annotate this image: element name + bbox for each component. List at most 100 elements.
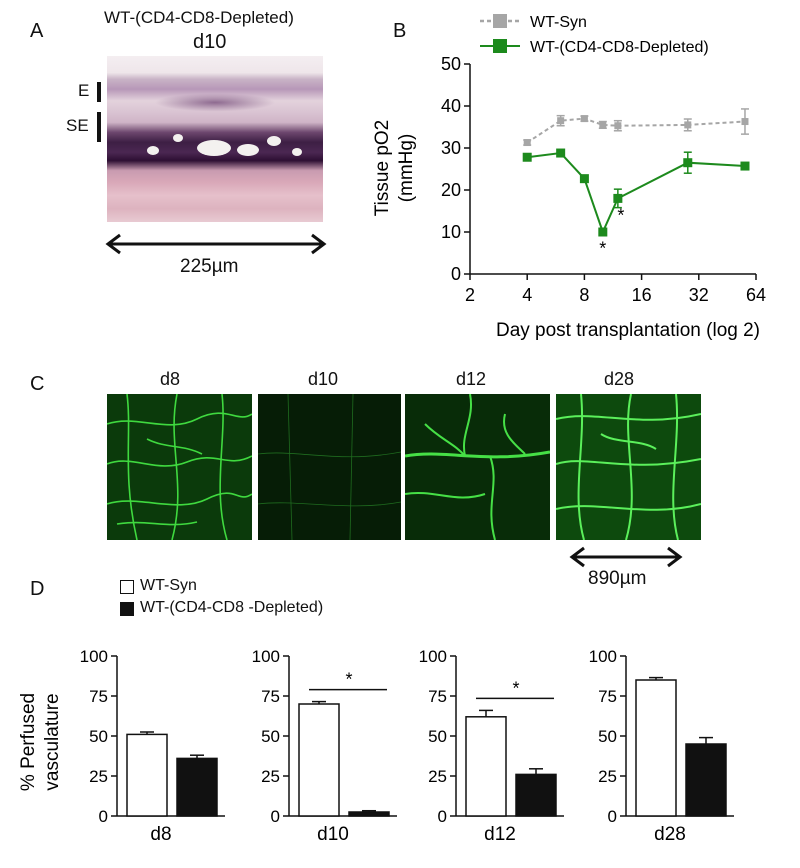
bar-y-tick-label: 100: [589, 647, 617, 666]
legend-d-depleted-label: WT-(CD4-CD8 -Depleted): [140, 599, 324, 616]
significance-star: *: [599, 239, 606, 259]
vasculature-image-d28: [556, 394, 701, 540]
data-point: [614, 122, 622, 130]
x-tick-label: 32: [689, 285, 709, 305]
layer-label-se: SE: [66, 116, 89, 135]
bar-y-tick-label: 50: [428, 727, 447, 746]
panel-c-scale-arrow: [569, 546, 683, 568]
legend-depleted: WT-(CD4-CD8-Depleted): [480, 39, 709, 56]
y-tick-label: 0: [451, 264, 461, 284]
bar-y-tick-label: 0: [608, 807, 617, 826]
panel-a-day: d10: [193, 31, 227, 53]
bar-y-tick-label: 50: [261, 727, 280, 746]
bar-y-title-line1: % Perfused: [18, 693, 39, 791]
bar-y-tick-label: 25: [261, 767, 280, 786]
bar-y-tick-label: 75: [598, 687, 617, 706]
vasculature-image-d8: [107, 394, 252, 540]
bar-category-label: d28: [654, 824, 686, 845]
y-tick-label: 50: [441, 54, 461, 74]
bar-chart-d28: 0 25 50 75 100 d28: [589, 647, 734, 845]
x-axis-title: Day post transplantation (log 2): [496, 320, 760, 341]
bar-category-label: d10: [317, 824, 349, 845]
y-tick-label: 20: [441, 180, 461, 200]
panel-a-scale-label: 225µm: [180, 256, 239, 277]
bar-y-tick-label: 75: [428, 687, 447, 706]
data-point: [683, 158, 693, 168]
vasculature-d28-label: d28: [604, 369, 635, 389]
y-tick-label: 30: [441, 138, 461, 158]
layer-label-e: E: [78, 81, 90, 100]
bar-depleted: [515, 773, 557, 817]
vasculature-d12-label: d12: [456, 369, 487, 389]
legend-d-syn-label: WT-Syn: [140, 577, 197, 594]
series-syn: [523, 108, 749, 147]
bar-y-tick-label: 75: [89, 687, 108, 706]
bar-syn: [298, 703, 340, 817]
data-point: [557, 117, 565, 125]
bar-charts: % Perfused vasculature 0 25 50 75 100 d8 0 25 50…: [18, 647, 734, 845]
bar-y-tick-label: 100: [419, 647, 447, 666]
bar-y-tick-label: 25: [89, 767, 108, 786]
series-depleted: [522, 148, 750, 237]
significance-star: *: [345, 670, 352, 690]
line-chart: WT-Syn WT-(CD4-CD8-Depleted) 0 10 20 30 40 50…: [372, 14, 766, 341]
legend-syn: WT-Syn: [480, 14, 587, 31]
bar-y-title-line2: vasculature: [42, 693, 63, 790]
bar-y-tick-label: 100: [252, 647, 280, 666]
bar-y-tick-label: 25: [598, 767, 617, 786]
data-point: [522, 152, 532, 162]
bar-y-tick-label: 0: [99, 807, 108, 826]
bar-syn: [635, 679, 677, 817]
legend-syn-swatch: [120, 580, 134, 594]
legend-depleted-swatch: [120, 602, 134, 616]
bar-y-tick-label: 0: [438, 807, 447, 826]
layer-bar-e: [97, 82, 101, 102]
data-point: [556, 148, 566, 158]
bar-depleted: [685, 743, 727, 817]
bar-category-label: d12: [484, 824, 516, 845]
data-point: [580, 115, 588, 123]
panel-d-letter: D: [30, 578, 45, 600]
bar-category-label: d8: [150, 824, 171, 845]
series-line: [527, 151, 746, 235]
bar-chart-d12: 0 25 50 75 100 * d12: [419, 647, 564, 845]
bar-y-tick-label: 50: [598, 727, 617, 746]
data-point: [741, 118, 749, 126]
panel-a-title: WT-(CD4-CD8-Depleted): [104, 8, 294, 27]
bar-y-tick-label: 75: [261, 687, 280, 706]
histology-image: [107, 56, 323, 222]
data-point: [613, 193, 623, 203]
panel-c-letter: C: [30, 373, 45, 395]
bar-y-tick-label: 50: [89, 727, 108, 746]
panel-b-letter: B: [393, 20, 407, 42]
data-point: [740, 161, 750, 171]
data-point: [684, 121, 692, 129]
y-axis-title-line1: Tissue pO2: [372, 120, 393, 216]
data-point: [599, 121, 607, 129]
bar-depleted: [176, 757, 218, 817]
x-tick-label: 4: [522, 285, 532, 305]
bar-y-tick-label: 100: [80, 647, 108, 666]
panel-a-scale-arrow: [105, 233, 327, 255]
panel-c-scale-label: 890µm: [588, 568, 647, 589]
significance-star: *: [512, 678, 519, 698]
data-point: [579, 174, 589, 184]
data-point: [598, 227, 608, 237]
bar-chart-d10: 0 25 50 75 100 * d10: [252, 647, 397, 845]
vasculature-image-d10: [258, 394, 401, 540]
x-tick-label: 2: [465, 285, 475, 305]
legend-depleted-label: WT-(CD4-CD8-Depleted): [530, 39, 709, 56]
significance-star: *: [617, 206, 624, 226]
y-tick-label: 40: [441, 96, 461, 116]
y-axis-title-line2: (mmHg): [396, 134, 417, 203]
vasculature-d10-label: d10: [308, 369, 339, 389]
layer-bar-se: [97, 112, 101, 142]
panel-a-letter: A: [30, 20, 44, 42]
bar-chart-d8: 0 25 50 75 100 d8: [80, 647, 225, 845]
x-tick-label: 16: [632, 285, 652, 305]
bar-syn: [126, 733, 168, 817]
bar-depleted: [348, 811, 390, 817]
bar-syn: [465, 716, 507, 817]
vasculature-image-d12: [405, 394, 550, 540]
data-point: [523, 139, 531, 147]
